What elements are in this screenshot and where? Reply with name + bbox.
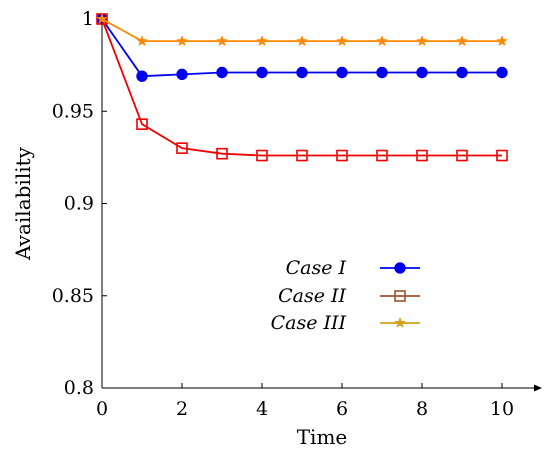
legend-marker-icon	[394, 316, 406, 328]
x-axis-title: Time	[297, 425, 348, 449]
series-2	[96, 13, 508, 162]
series-layer	[96, 12, 508, 162]
data-point	[136, 118, 148, 130]
data-point	[216, 35, 228, 47]
x-tick-label: 2	[176, 398, 188, 420]
x-tick-label: 8	[416, 398, 428, 420]
data-point	[376, 35, 388, 47]
y-tick-label: 0.85	[52, 285, 94, 307]
axes: 0 2 4 6 8 10 0.8 0.85 0.9 0.95 1	[52, 8, 542, 420]
x-tick-label: 4	[256, 398, 268, 420]
data-point	[336, 149, 348, 162]
data-point	[256, 35, 268, 47]
data-point	[416, 35, 428, 47]
data-point	[296, 35, 308, 47]
legend-marker-icon	[394, 262, 406, 274]
legend: Case I Case II Case III	[271, 257, 420, 334]
data-point	[496, 35, 508, 47]
data-point	[136, 70, 148, 82]
legend-entry: Case I	[286, 257, 420, 279]
series-3	[96, 12, 508, 47]
x-tick-label: 6	[336, 398, 348, 420]
legend-label: Case I	[286, 257, 347, 279]
data-point	[336, 66, 348, 79]
data-point	[416, 66, 428, 79]
data-point	[416, 149, 428, 162]
data-point	[296, 66, 308, 79]
legend-label: Case II	[278, 285, 346, 307]
y-tick-label: 0.95	[52, 100, 94, 122]
data-point	[456, 66, 468, 79]
data-point	[176, 35, 188, 47]
data-point	[376, 149, 388, 162]
data-point	[296, 149, 308, 162]
data-point	[96, 12, 108, 24]
y-axis-title: Availability	[11, 146, 35, 261]
data-point	[496, 66, 508, 79]
data-point	[176, 142, 188, 154]
series-1	[96, 13, 508, 82]
data-point	[216, 147, 228, 160]
data-point	[256, 66, 268, 79]
data-point	[376, 66, 388, 79]
legend-entry: Case II	[278, 285, 420, 307]
y-tick-label: 0.9	[64, 193, 94, 215]
x-axis-arrow-icon	[534, 384, 542, 392]
legend-label: Case III	[271, 312, 347, 334]
series-line	[101, 18, 502, 157]
y-tick-label: 1	[82, 8, 94, 30]
data-point	[216, 66, 228, 79]
y-tick-label: 0.8	[64, 377, 94, 399]
data-point	[176, 68, 188, 81]
legend-marker-icon	[394, 290, 406, 302]
data-point	[456, 35, 468, 47]
legend-entry: Case III	[271, 312, 420, 334]
data-point	[456, 149, 468, 162]
x-tick-label: 0	[96, 398, 108, 420]
data-point	[256, 149, 268, 162]
data-point	[136, 35, 148, 47]
data-point	[496, 149, 508, 162]
x-tick-label: 10	[490, 398, 514, 420]
data-point	[336, 35, 348, 47]
